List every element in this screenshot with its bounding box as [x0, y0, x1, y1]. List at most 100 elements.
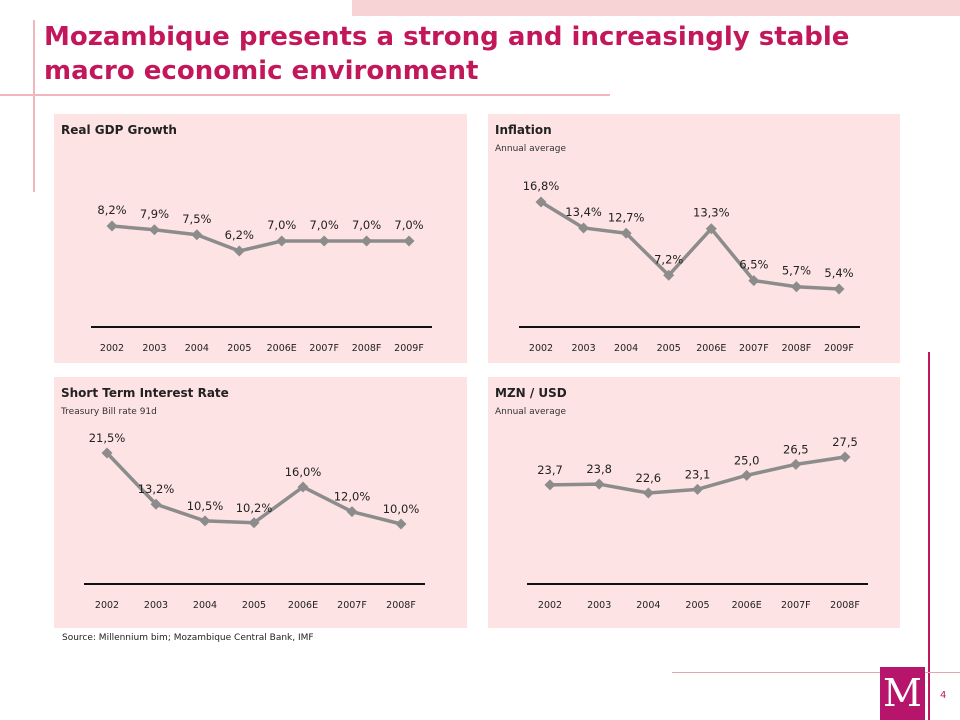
- data-point-marker: [106, 220, 118, 232]
- data-label: 7,2%: [654, 252, 683, 266]
- data-point-marker: [191, 229, 203, 241]
- top-accent-band: [352, 0, 960, 16]
- page-number: 4: [940, 690, 947, 701]
- data-point-marker: [403, 235, 415, 247]
- exchange-rate-chart: 23,7 2002 23,8 2003 22,6 2004 23,1 2005 25,0 2006…: [527, 435, 868, 611]
- gdp-growth-chart: 8,2% 2002 7,9% 2003 7,5% 2004 6,2% 2005 7,0% 2006…: [91, 203, 432, 354]
- data-label: 13,3%: [693, 206, 730, 220]
- data-point-marker: [248, 517, 260, 529]
- series-line: [540, 200, 840, 291]
- x-tick-label: 2007F: [337, 600, 367, 611]
- data-point-marker: [833, 283, 845, 295]
- x-tick-label: 2002: [100, 343, 124, 354]
- data-label: 12,0%: [334, 490, 371, 504]
- x-tick-label: 2006E: [267, 343, 297, 354]
- interest-rate-chart: 21,5% 2002 13,2% 2003 10,5% 2004 10,2% 2005 16,0…: [84, 431, 425, 611]
- data-point-marker: [233, 245, 245, 257]
- data-label: 7,0%: [267, 218, 296, 232]
- x-tick-label: 2002: [538, 600, 562, 611]
- x-tick-label: 2006E: [732, 600, 762, 611]
- data-label: 7,0%: [310, 218, 339, 232]
- data-point-marker: [148, 224, 160, 236]
- data-label: 5,4%: [824, 266, 853, 280]
- data-label: 16,0%: [285, 465, 322, 479]
- data-point-marker: [663, 269, 675, 281]
- data-point-marker: [578, 222, 590, 234]
- data-label: 6,2%: [225, 228, 254, 242]
- interest-rate-panel: Short Term Interest Rate Treasury Bill r…: [54, 377, 467, 628]
- interest-chart-title: Short Term Interest Rate: [61, 386, 229, 400]
- data-label: 16,8%: [523, 179, 560, 193]
- inflation-chart-subtitle: Annual average: [495, 144, 566, 154]
- x-tick-label: 2002: [529, 343, 553, 354]
- data-label: 7,5%: [182, 212, 211, 226]
- data-label: 23,7: [537, 463, 563, 477]
- data-point-marker: [361, 235, 373, 247]
- x-tick-label: 2004: [636, 600, 660, 611]
- inflation-chart: 16,8% 2002 13,4% 2003 12,7% 2004 7,2% 2005 13,3%…: [519, 179, 860, 354]
- x-tick-label: 2003: [571, 343, 595, 354]
- exchange-rate-panel: MZN / USD Annual average 23,7 2002 23,8 200…: [488, 377, 900, 628]
- title-horizontal-rule: [0, 94, 610, 96]
- x-tick-label: 2009F: [824, 343, 854, 354]
- data-label: 23,8: [586, 462, 612, 476]
- fx-chart-title: MZN / USD: [495, 386, 567, 400]
- data-point-marker: [544, 479, 556, 491]
- data-point-marker: [395, 518, 407, 530]
- x-tick-label: 2005: [227, 343, 251, 354]
- x-tick-label: 2002: [95, 600, 119, 611]
- data-label: 10,2%: [236, 501, 273, 515]
- data-label: 13,4%: [565, 205, 602, 219]
- millennium-logo: M: [880, 667, 925, 720]
- x-tick-label: 2003: [587, 600, 611, 611]
- data-label: 21,5%: [89, 431, 126, 445]
- bottom-horizontal-rule: [672, 672, 960, 673]
- data-point-marker: [620, 227, 632, 239]
- page-title: Mozambique presents a strong and increas…: [44, 22, 850, 86]
- data-label: 26,5: [783, 442, 809, 456]
- data-point-marker: [741, 469, 753, 481]
- data-point-marker: [199, 515, 211, 527]
- inflation-panel: Inflation Annual average 16,8% 2002 13,4% 2…: [488, 114, 900, 363]
- data-point-marker: [790, 458, 802, 470]
- data-point-marker: [318, 235, 330, 247]
- x-tick-label: 2007F: [739, 343, 769, 354]
- x-tick-label: 2008F: [386, 600, 416, 611]
- data-point-marker: [150, 498, 162, 510]
- right-vertical-rule: [928, 352, 930, 720]
- x-tick-label: 2009F: [394, 343, 424, 354]
- data-point-marker: [346, 506, 358, 518]
- source-note: Source: Millennium bim; Mozambique Centr…: [62, 633, 314, 643]
- x-tick-label: 2005: [685, 600, 709, 611]
- data-point-marker: [101, 447, 113, 459]
- interest-chart-subtitle: Treasury Bill rate 91d: [61, 407, 157, 417]
- data-label: 22,6: [636, 471, 662, 485]
- data-label: 7,0%: [394, 218, 423, 232]
- data-label: 10,0%: [383, 502, 420, 516]
- data-point-marker: [705, 223, 717, 235]
- x-tick-label: 2004: [193, 600, 217, 611]
- data-point-marker: [839, 451, 851, 463]
- data-label: 10,5%: [187, 499, 224, 513]
- data-label: 6,5%: [739, 258, 768, 272]
- data-label: 27,5: [832, 435, 858, 449]
- series-line: [111, 224, 409, 253]
- x-tick-label: 2008F: [782, 343, 812, 354]
- x-tick-label: 2006E: [288, 600, 318, 611]
- data-label: 7,0%: [352, 218, 381, 232]
- data-label: 13,2%: [138, 482, 175, 496]
- x-tick-label: 2004: [614, 343, 638, 354]
- data-point-marker: [276, 235, 288, 247]
- gdp-chart-title: Real GDP Growth: [61, 123, 177, 137]
- fx-chart-subtitle: Annual average: [495, 407, 566, 417]
- title-vertical-rule: [33, 20, 35, 192]
- data-point-marker: [535, 196, 547, 208]
- data-label: 7,9%: [140, 207, 169, 221]
- x-tick-label: 2008F: [830, 600, 860, 611]
- data-point-marker: [790, 281, 802, 293]
- x-tick-label: 2008F: [352, 343, 382, 354]
- data-label: 12,7%: [608, 210, 645, 224]
- data-label: 23,1: [685, 467, 711, 481]
- data-label: 8,2%: [97, 203, 126, 217]
- inflation-chart-title: Inflation: [495, 123, 552, 137]
